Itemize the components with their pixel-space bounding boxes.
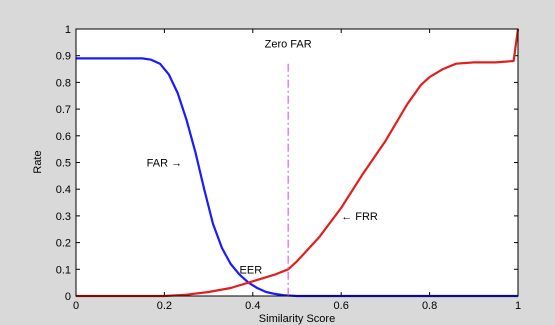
y-tick-label: 0.8 xyxy=(56,77,71,89)
annotation-frr: ← FRR xyxy=(341,211,378,223)
y-tick-label: 0.7 xyxy=(56,104,71,116)
y-tick-label: 0.2 xyxy=(56,238,71,250)
y-tick-label: 0 xyxy=(65,291,71,303)
annotation-far: FAR → xyxy=(147,158,182,170)
y-tick-label: 0.1 xyxy=(56,264,71,276)
y-tick-label: 0.3 xyxy=(56,211,71,223)
plot-background xyxy=(76,29,518,296)
y-tick-label: 0.9 xyxy=(56,51,71,63)
series-line-frr xyxy=(76,28,520,298)
x-tick-label: 1 xyxy=(515,300,521,312)
y-tick-label: 0.6 xyxy=(56,131,71,143)
annotation-eer: EER xyxy=(240,264,263,276)
x-axis-title: Similarity Score xyxy=(259,313,335,325)
y-tick-label: 1 xyxy=(65,24,71,36)
x-tick-label: 0.2 xyxy=(157,300,172,312)
y-tick-label: 0.5 xyxy=(56,158,71,170)
reference-line-layer: Zero FAR xyxy=(265,39,312,296)
x-tick-label: 0.4 xyxy=(245,300,260,312)
x-tick-label: 0 xyxy=(73,300,79,312)
zero-far-label: Zero FAR xyxy=(265,39,312,51)
annotation-layer: FAR → ← FRR EER xyxy=(147,158,378,277)
y-axis-ticks: 0 0.1 0.2 0.3 0.4 0.5 0.6 0.7 0.8 0.9 1 xyxy=(56,24,518,303)
y-axis-title: Rate xyxy=(32,150,44,173)
y-tick-label: 0.4 xyxy=(56,184,71,196)
plot-frame xyxy=(75,28,519,297)
x-tick-label: 0.8 xyxy=(422,300,437,312)
x-tick-label: 0.6 xyxy=(334,300,349,312)
